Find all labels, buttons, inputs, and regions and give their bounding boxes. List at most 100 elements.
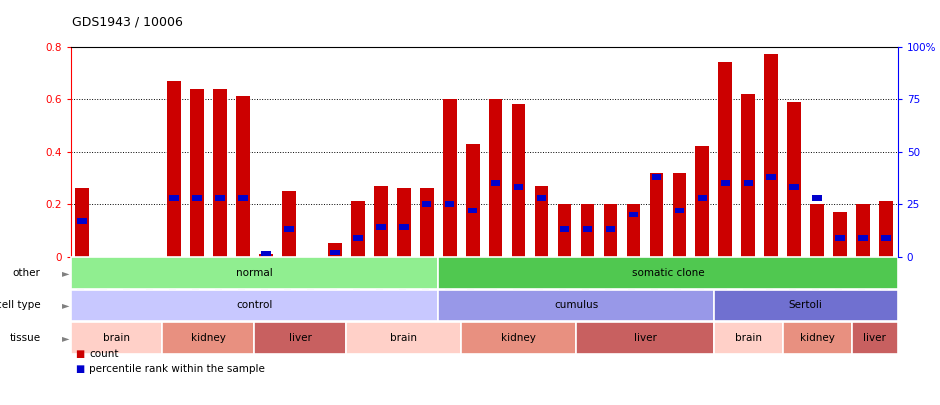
Bar — [376, 224, 385, 230]
Bar — [856, 204, 870, 257]
Text: ►: ► — [62, 333, 70, 343]
Bar — [167, 81, 180, 257]
Bar — [788, 102, 801, 257]
Text: somatic clone: somatic clone — [632, 268, 704, 278]
Bar — [559, 226, 570, 232]
Bar — [75, 188, 89, 257]
Bar — [713, 290, 898, 321]
Bar — [511, 104, 525, 257]
Bar — [213, 89, 227, 257]
Bar — [438, 257, 898, 288]
Text: Sertoli: Sertoli — [789, 301, 822, 311]
Text: liver: liver — [863, 333, 886, 343]
Bar — [443, 99, 457, 257]
Bar — [351, 201, 365, 257]
Bar — [330, 249, 339, 255]
Text: brain: brain — [103, 333, 130, 343]
Text: count: count — [89, 350, 118, 359]
Text: cumulus: cumulus — [554, 301, 598, 311]
Bar — [766, 174, 776, 180]
Bar — [346, 322, 462, 354]
Bar — [696, 146, 710, 257]
Bar — [697, 195, 707, 201]
Bar — [491, 180, 500, 186]
Bar — [422, 201, 431, 207]
Bar — [790, 184, 799, 190]
Bar — [261, 251, 271, 256]
Bar — [742, 94, 755, 257]
Bar — [744, 180, 753, 186]
Bar — [721, 180, 730, 186]
Text: liver: liver — [289, 333, 312, 343]
Bar — [258, 254, 273, 257]
Bar — [399, 224, 409, 230]
Bar — [603, 204, 618, 257]
Bar — [70, 290, 438, 321]
Bar — [465, 144, 479, 257]
Bar — [650, 173, 664, 257]
Bar — [852, 322, 898, 354]
Bar — [374, 186, 387, 257]
Text: other: other — [13, 268, 40, 278]
Text: ►: ► — [62, 301, 70, 311]
Bar — [70, 322, 163, 354]
Bar — [489, 99, 503, 257]
Text: brain: brain — [390, 333, 417, 343]
Bar — [651, 174, 661, 180]
Bar — [192, 195, 202, 201]
Text: kidney: kidney — [191, 333, 226, 343]
Bar — [169, 195, 179, 201]
Text: brain: brain — [735, 333, 761, 343]
Bar — [468, 207, 478, 213]
Bar — [858, 235, 868, 241]
Bar — [879, 201, 893, 257]
Bar — [445, 201, 454, 207]
Bar — [764, 54, 778, 257]
Bar — [810, 204, 824, 257]
Bar — [583, 226, 592, 232]
Bar — [834, 212, 847, 257]
Bar — [215, 195, 225, 201]
Bar — [514, 184, 524, 190]
Bar — [397, 188, 411, 257]
Bar — [352, 235, 363, 241]
Bar — [70, 257, 438, 288]
Bar — [718, 62, 732, 257]
Bar — [190, 89, 204, 257]
Bar — [581, 204, 594, 257]
Bar — [255, 322, 346, 354]
Text: percentile rank within the sample: percentile rank within the sample — [89, 364, 265, 373]
Bar — [438, 290, 713, 321]
Text: cell type: cell type — [0, 301, 40, 311]
Bar — [420, 188, 433, 257]
Bar — [672, 173, 686, 257]
Bar — [783, 322, 852, 354]
Bar — [163, 322, 255, 354]
Bar — [77, 218, 86, 224]
Bar — [557, 204, 572, 257]
Bar — [576, 322, 713, 354]
Bar — [238, 195, 247, 201]
Text: kidney: kidney — [501, 333, 536, 343]
Bar — [675, 207, 684, 213]
Text: tissue: tissue — [9, 333, 40, 343]
Bar — [284, 226, 293, 232]
Bar — [627, 204, 640, 257]
Text: control: control — [236, 301, 273, 311]
Text: liver: liver — [634, 333, 656, 343]
Text: normal: normal — [236, 268, 273, 278]
Bar — [812, 195, 822, 201]
Text: kidney: kidney — [800, 333, 835, 343]
Bar — [629, 212, 638, 217]
Bar — [836, 235, 845, 241]
Text: GDS1943 / 10006: GDS1943 / 10006 — [72, 15, 183, 28]
Bar — [236, 96, 250, 257]
Bar — [882, 235, 891, 241]
Bar — [713, 322, 783, 354]
Bar — [537, 195, 546, 201]
Text: ■: ■ — [75, 364, 85, 373]
Bar — [535, 186, 548, 257]
Bar — [328, 243, 341, 257]
Text: ■: ■ — [75, 350, 85, 359]
Bar — [462, 322, 576, 354]
